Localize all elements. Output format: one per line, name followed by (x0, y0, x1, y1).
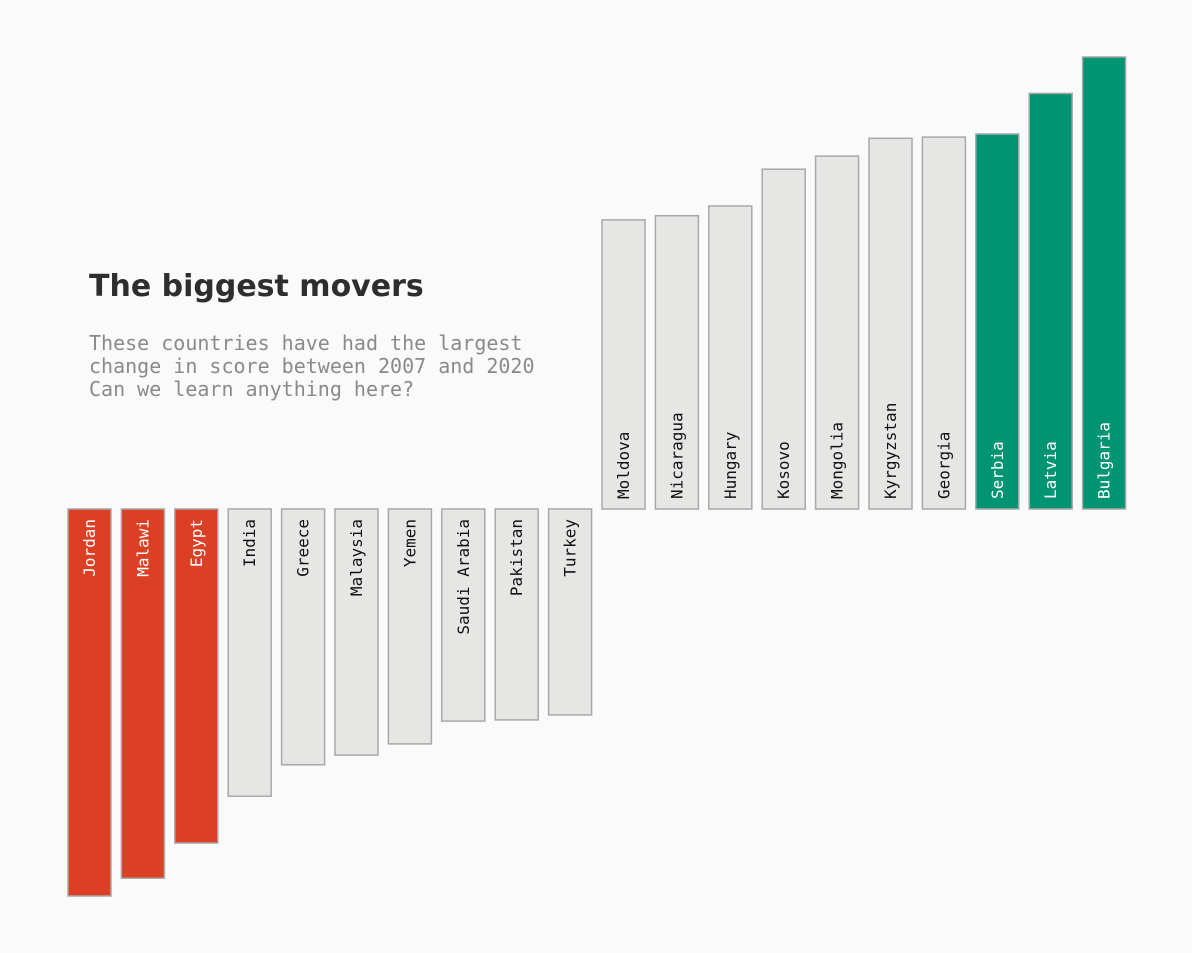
bar-georgia (921, 136, 967, 510)
bar-kosovo (761, 168, 806, 510)
bar-label-bulgaria: Bulgaria (1095, 422, 1114, 499)
bar-label-moldova: Moldova (614, 432, 633, 499)
bar-saudi-arabia (441, 508, 486, 722)
bar-egypt (174, 508, 219, 844)
bar-label-mongolia: Mongolia (828, 422, 847, 499)
bar-label-kosovo: Kosovo (774, 441, 793, 499)
chart-subtitle-line-3: Can we learn anything here? (89, 377, 414, 401)
bar-greece (280, 508, 326, 766)
chart-subtitle-line-1: These countries have had the largest (89, 331, 522, 355)
bar-label-pakistan: Pakistan (507, 519, 526, 596)
bar-label-egypt: Egypt (187, 519, 206, 567)
bar-serbia (975, 133, 1020, 510)
chart-subtitle-line-2: change in score between 2007 and 2020 (89, 354, 535, 378)
bar-nicaragua (654, 214, 700, 510)
bar-label-serbia: Serbia (988, 441, 1007, 499)
bar-bulgaria (1081, 56, 1127, 510)
bar-kyrgyzstan (868, 137, 913, 510)
bar-turkey (547, 508, 593, 716)
bar-label-latvia: Latvia (1041, 441, 1060, 499)
bar-hungary (708, 205, 753, 510)
bar-pakistan (494, 508, 539, 721)
bar-label-georgia: Georgia (934, 432, 953, 499)
bar-label-india: India (240, 519, 259, 567)
bar-label-malaysia: Malaysia (347, 519, 366, 596)
bar-malawi (120, 508, 166, 879)
bar-latvia (1028, 92, 1073, 510)
bar-mongolia (814, 155, 860, 510)
bar-label-jordan: Jordan (80, 519, 99, 577)
bar-label-turkey: Turkey (561, 519, 580, 577)
bars-group: Jordan Malawi Egypt India Greece Malaysia Yeme… (67, 56, 1127, 897)
bar-label-kyrgyzstan: Kyrgyzstan (881, 403, 900, 499)
bar-label-malawi: Malawi (133, 519, 152, 577)
bar-label-hungary: Hungary (721, 431, 740, 499)
bar-jordan (67, 508, 112, 897)
bar-yemen (387, 508, 433, 745)
bar-malaysia (334, 508, 379, 756)
bar-moldova (601, 219, 646, 510)
bar-label-saudi-arabia: Saudi Arabia (454, 519, 473, 635)
bar-label-nicaragua: Nicaragua (667, 412, 686, 499)
chart-title: The biggest movers (89, 269, 424, 304)
bar-label-yemen: Yemen (400, 519, 419, 567)
bar-label-greece: Greece (294, 519, 313, 577)
bar-india (227, 508, 272, 797)
